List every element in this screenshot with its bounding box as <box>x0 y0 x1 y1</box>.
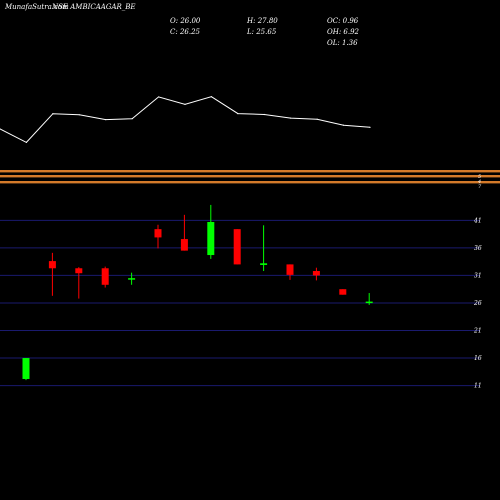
close-value: C: 26.25 <box>170 28 200 36</box>
orange-band <box>0 181 500 184</box>
candle <box>180 214 188 251</box>
candle <box>365 293 373 305</box>
candle <box>75 267 83 299</box>
line-point <box>78 114 80 116</box>
y-tick-label: 16 <box>474 355 482 362</box>
candle <box>260 225 268 272</box>
candle-body <box>180 239 188 251</box>
line-point <box>131 118 133 120</box>
candle-body <box>339 289 347 295</box>
candle <box>233 229 241 265</box>
candle-body <box>22 358 30 379</box>
candle-body <box>286 264 294 275</box>
line-point <box>316 118 318 120</box>
ol-value: OL: 1.36 <box>327 39 358 47</box>
line-panel <box>0 96 371 144</box>
open-value: O: 26.00 <box>170 17 201 25</box>
line-point <box>342 124 345 126</box>
candle-body <box>365 301 373 304</box>
watermark: MunafaSutra.com <box>5 3 69 11</box>
band-tick-label: 4 <box>477 179 481 185</box>
y-tick-label: 26 <box>473 300 482 307</box>
candle <box>339 289 347 295</box>
candle <box>128 272 136 285</box>
line-point <box>237 113 239 115</box>
orange-band <box>0 175 500 178</box>
band-tick-labels: 547 <box>477 174 482 190</box>
orange-band <box>0 170 500 173</box>
candle-body <box>75 268 83 274</box>
line-point <box>157 96 160 98</box>
candle-body <box>207 221 215 256</box>
candle-body <box>128 278 136 280</box>
orange-bands <box>0 170 500 184</box>
y-tick-label: 31 <box>474 272 482 279</box>
candle-body <box>233 229 241 265</box>
candle <box>48 252 56 296</box>
candle-body <box>260 263 268 265</box>
line-point <box>184 103 186 105</box>
oc-value: OC: 0.96 <box>327 17 359 25</box>
line-point <box>210 96 213 98</box>
y-tick-label: 41 <box>473 217 482 224</box>
candle-body <box>101 268 109 285</box>
candle <box>154 224 162 249</box>
y-tick-label: 21 <box>473 328 482 335</box>
candle <box>101 266 109 288</box>
chart-title: NSE AMBICAAGAR_BE <box>52 3 136 11</box>
band-tick-label: 5 <box>478 174 481 180</box>
line-point <box>52 113 54 115</box>
y-tick-label: 11 <box>474 383 482 390</box>
candles <box>22 204 373 381</box>
candle <box>312 267 320 281</box>
candle <box>286 264 294 280</box>
candle <box>22 358 30 381</box>
candle-body <box>154 229 162 238</box>
line-point <box>25 141 28 143</box>
candle-body <box>312 271 320 276</box>
high-value: H: 27.80 <box>247 17 278 25</box>
y-tick-label: 36 <box>474 245 482 252</box>
oh-value: OH: 6.92 <box>327 28 360 36</box>
grid-lines <box>0 219 480 387</box>
low-value: L: 25.65 <box>247 28 277 36</box>
y-axis-tick-labels: 11 16 21 26 31 36 41 <box>473 217 482 389</box>
line-point <box>369 126 371 128</box>
candle-body <box>48 261 56 269</box>
band-tick-label: 7 <box>478 184 482 190</box>
candle <box>207 204 215 259</box>
line-point <box>105 119 107 121</box>
line-series <box>0 96 371 144</box>
line-point <box>0 128 1 130</box>
line-point <box>290 117 292 119</box>
line-point <box>263 113 265 116</box>
